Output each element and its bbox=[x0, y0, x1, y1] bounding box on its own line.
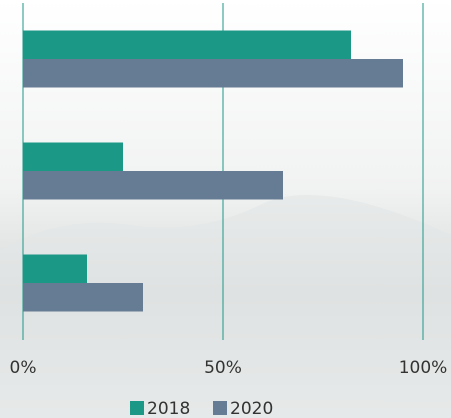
bar bbox=[23, 142, 123, 171]
x-tick-label: 100% bbox=[399, 358, 448, 378]
bar bbox=[23, 171, 283, 200]
legend-label: 2018 bbox=[147, 399, 190, 418]
x-tick-label: 0% bbox=[10, 358, 37, 378]
bar bbox=[23, 30, 351, 59]
legend-label: 2020 bbox=[230, 399, 273, 418]
background-hills bbox=[0, 195, 451, 418]
legend-swatch bbox=[130, 401, 144, 415]
bar bbox=[23, 59, 403, 88]
legend-swatch bbox=[213, 401, 227, 415]
x-tick-label: 50% bbox=[204, 358, 242, 378]
bar bbox=[23, 283, 143, 312]
bar bbox=[23, 254, 87, 283]
